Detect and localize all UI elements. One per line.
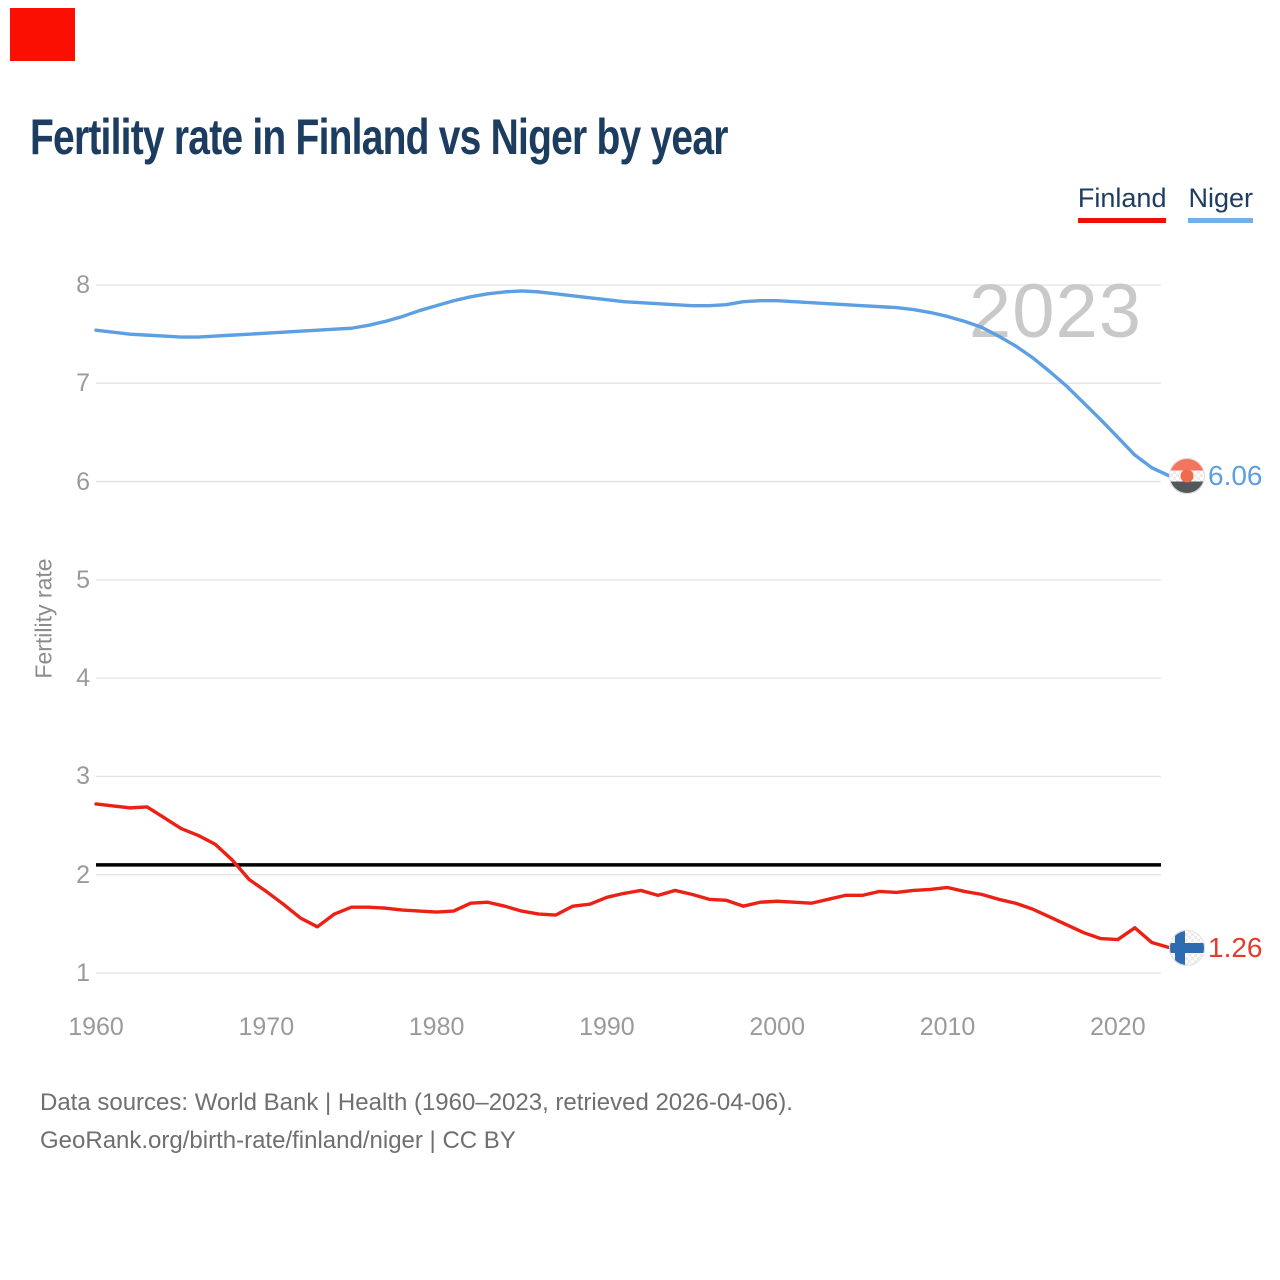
niger-flag-border [1169,458,1205,494]
page-title: Fertility rate in Finland vs Niger by ye… [30,109,728,165]
finland-flag-border [1169,930,1205,966]
legend-item-finland[interactable]: Finland [1077,183,1167,223]
legend-item-niger[interactable]: Niger [1188,183,1253,223]
legend-label-niger: Niger [1188,183,1253,213]
legend-label-finland: Finland [1077,183,1167,213]
y-tick-label: 4 [76,664,90,693]
y-tick-label: 6 [76,467,90,496]
y-tick-label: 5 [76,565,90,594]
footer: Data sources: World Bank | Health (1960–… [40,1084,793,1160]
end-label-finland: 1.26 [1208,932,1263,963]
x-tick-label: 2020 [1089,1013,1146,1041]
x-tick-label: 1990 [579,1013,635,1041]
x-tick-label: 1970 [238,1013,295,1041]
footer-license-line: GeoRank.org/birth-rate/finland/niger | C… [40,1127,516,1154]
series-line-niger [94,289,1171,478]
footer-source-line: Data sources: World Bank | Health (1960–… [40,1089,793,1116]
y-tick-label: 3 [76,762,90,791]
y-tick-label: 7 [76,369,90,398]
red-marker [10,8,75,61]
x-tick-label: 1980 [408,1013,465,1041]
y-tick-label: 2 [76,860,90,889]
y-tick-label: 8 [76,271,90,299]
x-tick-label: 2000 [749,1013,805,1041]
y-tick-label: 1 [76,959,90,987]
series-line-finland [94,802,1171,950]
legend: Finland Niger [1077,183,1253,223]
x-tick-label: 2010 [919,1013,976,1041]
legend-underline-finland [1077,217,1167,223]
x-tick-label: 1960 [68,1013,124,1041]
end-label-niger: 6.06 [1208,460,1263,491]
legend-underline-niger [1188,217,1253,223]
finland-flag-icon [1169,930,1205,966]
